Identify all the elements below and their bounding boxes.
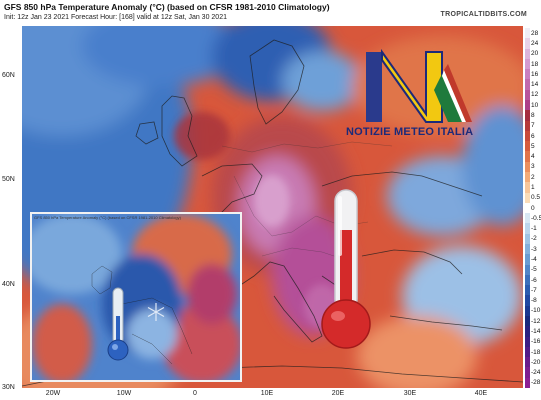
colorbar-swatch (525, 202, 530, 214)
colorbar-swatch (525, 367, 530, 379)
colorbar-swatch (525, 316, 530, 327)
colorbar-swatch (525, 305, 530, 317)
lat-label-50n: 50N (2, 176, 15, 183)
colorbar-tick-label: -14 (531, 327, 541, 335)
colorbar-tick-label: 20 (531, 50, 539, 58)
lat-label-30n: 30N (2, 384, 15, 391)
inset-anomaly-field (32, 214, 240, 380)
colorbar-tick-label: -10 (531, 307, 541, 315)
colorbar-tick-label: -24 (531, 369, 541, 377)
colorbar-tick-label: -0.5 (531, 214, 541, 222)
colorbar-tick-label: -28 (531, 379, 541, 387)
colorbar-swatch (525, 28, 530, 39)
colorbar-tick-label: -16 (531, 338, 541, 346)
source-credit: TROPICALTIDBITS.COM (440, 11, 527, 18)
colorbar-tick-label: 10 (531, 101, 539, 109)
colorbar-tick-label: 4 (531, 153, 535, 161)
colorbar-swatch (525, 79, 530, 91)
colorbar-tick-label: -4 (531, 255, 537, 263)
chart-subtitle: Init: 12z Jan 23 2021 Forecast Hour: [16… (4, 14, 227, 21)
chart-title: GFS 850 hPa Temperature Anomaly (°C) (ba… (4, 2, 330, 12)
lat-label-40n: 40N (2, 281, 15, 288)
colorbar-swatch (525, 141, 530, 152)
colorbar-tick-label: -1 (531, 225, 537, 233)
colorbar-tick-label: 6 (531, 132, 535, 140)
colorbar-tick-label: 2 (531, 173, 535, 181)
colorbar-swatch (525, 151, 530, 163)
colorbar-tick-label: -20 (531, 358, 541, 366)
logo-text: NOTIZIE METEO ITALIA (346, 126, 474, 138)
colorbar-swatch (525, 295, 530, 307)
colorbar-tick-label: 8 (531, 111, 535, 119)
colorbar-swatch (525, 161, 530, 173)
lon-label-10e: 10E (260, 390, 274, 397)
lon-label-40e: 40E (474, 390, 488, 397)
colorbar-swatch (525, 213, 530, 224)
colorbar-swatch (525, 377, 530, 389)
colorbar-tick-label: 0.5 (531, 194, 541, 202)
colorbar-tick-label: -5 (531, 266, 537, 274)
colorbar-tick-label: 18 (531, 60, 539, 68)
colorbar-tick-label: -3 (531, 245, 537, 253)
colorbar-tick-label: 1 (531, 183, 535, 191)
lon-label-20w: 20W (45, 390, 61, 397)
colorbar-swatch (525, 100, 530, 111)
colorbar-swatch (525, 69, 530, 80)
colorbar-swatch (525, 285, 530, 296)
lat-label-60n: 60N (2, 72, 15, 79)
colorbar-swatch (525, 89, 530, 101)
colorbar-tick-label: -12 (531, 317, 541, 325)
colorbar-tick-label: -8 (531, 297, 537, 305)
colorbar-tick-label: -18 (531, 348, 541, 356)
colorbar-swatch (525, 192, 530, 204)
colorbar-tick-label: 7 (531, 122, 535, 130)
inset-title: GFS 850 hPa Temperature Anomaly (°C) (ba… (34, 215, 181, 220)
colorbar-tick-label: 12 (531, 91, 539, 99)
colorbar-swatch (525, 58, 530, 70)
colorbar-tick-label: 3 (531, 163, 535, 171)
colorbar-swatch (525, 326, 530, 338)
colorbar-swatch (525, 336, 530, 348)
cold-thermometer-icon (107, 287, 129, 361)
colorbar-tick-label: 24 (531, 39, 539, 47)
colorbar-swatch (525, 346, 530, 358)
colorbar-swatch (525, 120, 530, 132)
lon-label-30e: 30E (403, 390, 417, 397)
snowflake-icon (147, 303, 165, 321)
colorbar-tick-label: 0 (531, 204, 535, 212)
lon-label-0: 0 (193, 390, 197, 397)
colorbar-tick-label: -6 (531, 276, 537, 284)
colorbar-tick-label: 16 (531, 70, 539, 78)
colorbar-swatch (525, 110, 530, 122)
colorbar-swatch (525, 254, 530, 266)
colorbar-swatch (525, 244, 530, 255)
hot-thermometer-icon (321, 189, 371, 349)
colorbar-swatch (525, 172, 530, 183)
colorbar-swatch (525, 38, 530, 50)
chart-header: GFS 850 hPa Temperature Anomaly (°C) (ba… (0, 0, 541, 26)
colorbar-swatch (525, 357, 530, 368)
colorbar-tick-label: 28 (531, 29, 539, 37)
notizie-meteo-italia-logo (366, 48, 472, 123)
colorbar-tick-label: 5 (531, 142, 535, 150)
colorbar-swatch (525, 264, 530, 276)
colorbar-swatch (525, 233, 530, 245)
colorbar-swatch (525, 182, 530, 194)
colorbar-swatch (525, 130, 530, 142)
colorbar-tick-label: 14 (531, 81, 539, 89)
colorbar-swatch (525, 223, 530, 235)
colorbar-swatch (525, 48, 530, 60)
colorbar-swatch (525, 274, 530, 286)
inset-map: GFS 850 hPa Temperature Anomaly (°C) (ba… (30, 212, 242, 382)
lon-label-10w: 10W (116, 390, 132, 397)
colorbar-legend: 28 24 20 18 16 14 12 10 8 7 6 5 4 3 2 1 0.5 0 -0.5 -1 -2 -3 -4… (525, 28, 541, 389)
lon-label-20e: 20E (331, 390, 345, 397)
colorbar-tick-label: -7 (531, 286, 537, 294)
colorbar-tick-label: -2 (531, 235, 537, 243)
